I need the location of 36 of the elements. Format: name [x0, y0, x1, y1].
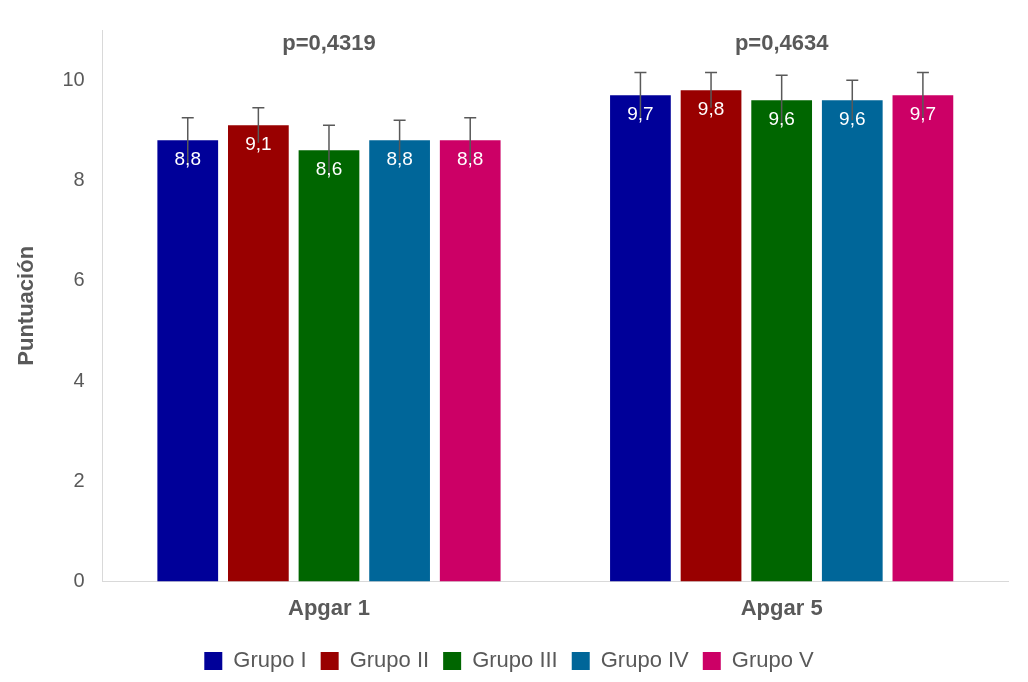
y-tick-label: 2 — [73, 468, 85, 491]
bar — [298, 150, 360, 582]
legend-label: Grupo II — [349, 647, 430, 673]
x-tick-label: Apgar 1 — [288, 594, 370, 620]
data-label: 8,8 — [174, 148, 201, 170]
annotation: p=0,4319 — [282, 30, 376, 56]
y-tick-label: 10 — [62, 67, 85, 90]
y-tick-label: 0 — [73, 569, 85, 592]
data-label: 9,7 — [627, 102, 654, 124]
bar — [228, 125, 289, 582]
y-axis-title: Puntuación — [13, 245, 39, 366]
y-tick-label: 6 — [73, 268, 85, 291]
legend-label: Grupo I — [233, 647, 307, 673]
bar — [821, 100, 883, 582]
data-label: 8,8 — [457, 148, 484, 170]
bar — [680, 90, 742, 582]
data-label: 8,6 — [315, 158, 343, 180]
bar — [751, 100, 813, 582]
y-tick-label: 4 — [73, 368, 85, 391]
y-tick-label: 8 — [73, 167, 85, 190]
legend-label: Grupo V — [731, 647, 815, 673]
data-label: 9,8 — [697, 97, 725, 119]
data-label: 9,7 — [909, 102, 937, 124]
bar — [892, 95, 954, 582]
annotation: p=0,4634 — [734, 30, 830, 56]
legend-label: Grupo IV — [600, 647, 690, 673]
bar — [369, 140, 430, 582]
bar — [157, 140, 219, 582]
data-label: 8,8 — [386, 148, 413, 170]
data-label: 9,1 — [245, 133, 272, 155]
data-label: 9,6 — [839, 107, 866, 129]
legend-label: Grupo III — [472, 647, 558, 673]
data-label: 9,6 — [768, 107, 795, 129]
bar — [439, 140, 501, 582]
x-tick-label: Apgar 5 — [740, 594, 823, 620]
bar — [610, 95, 671, 582]
